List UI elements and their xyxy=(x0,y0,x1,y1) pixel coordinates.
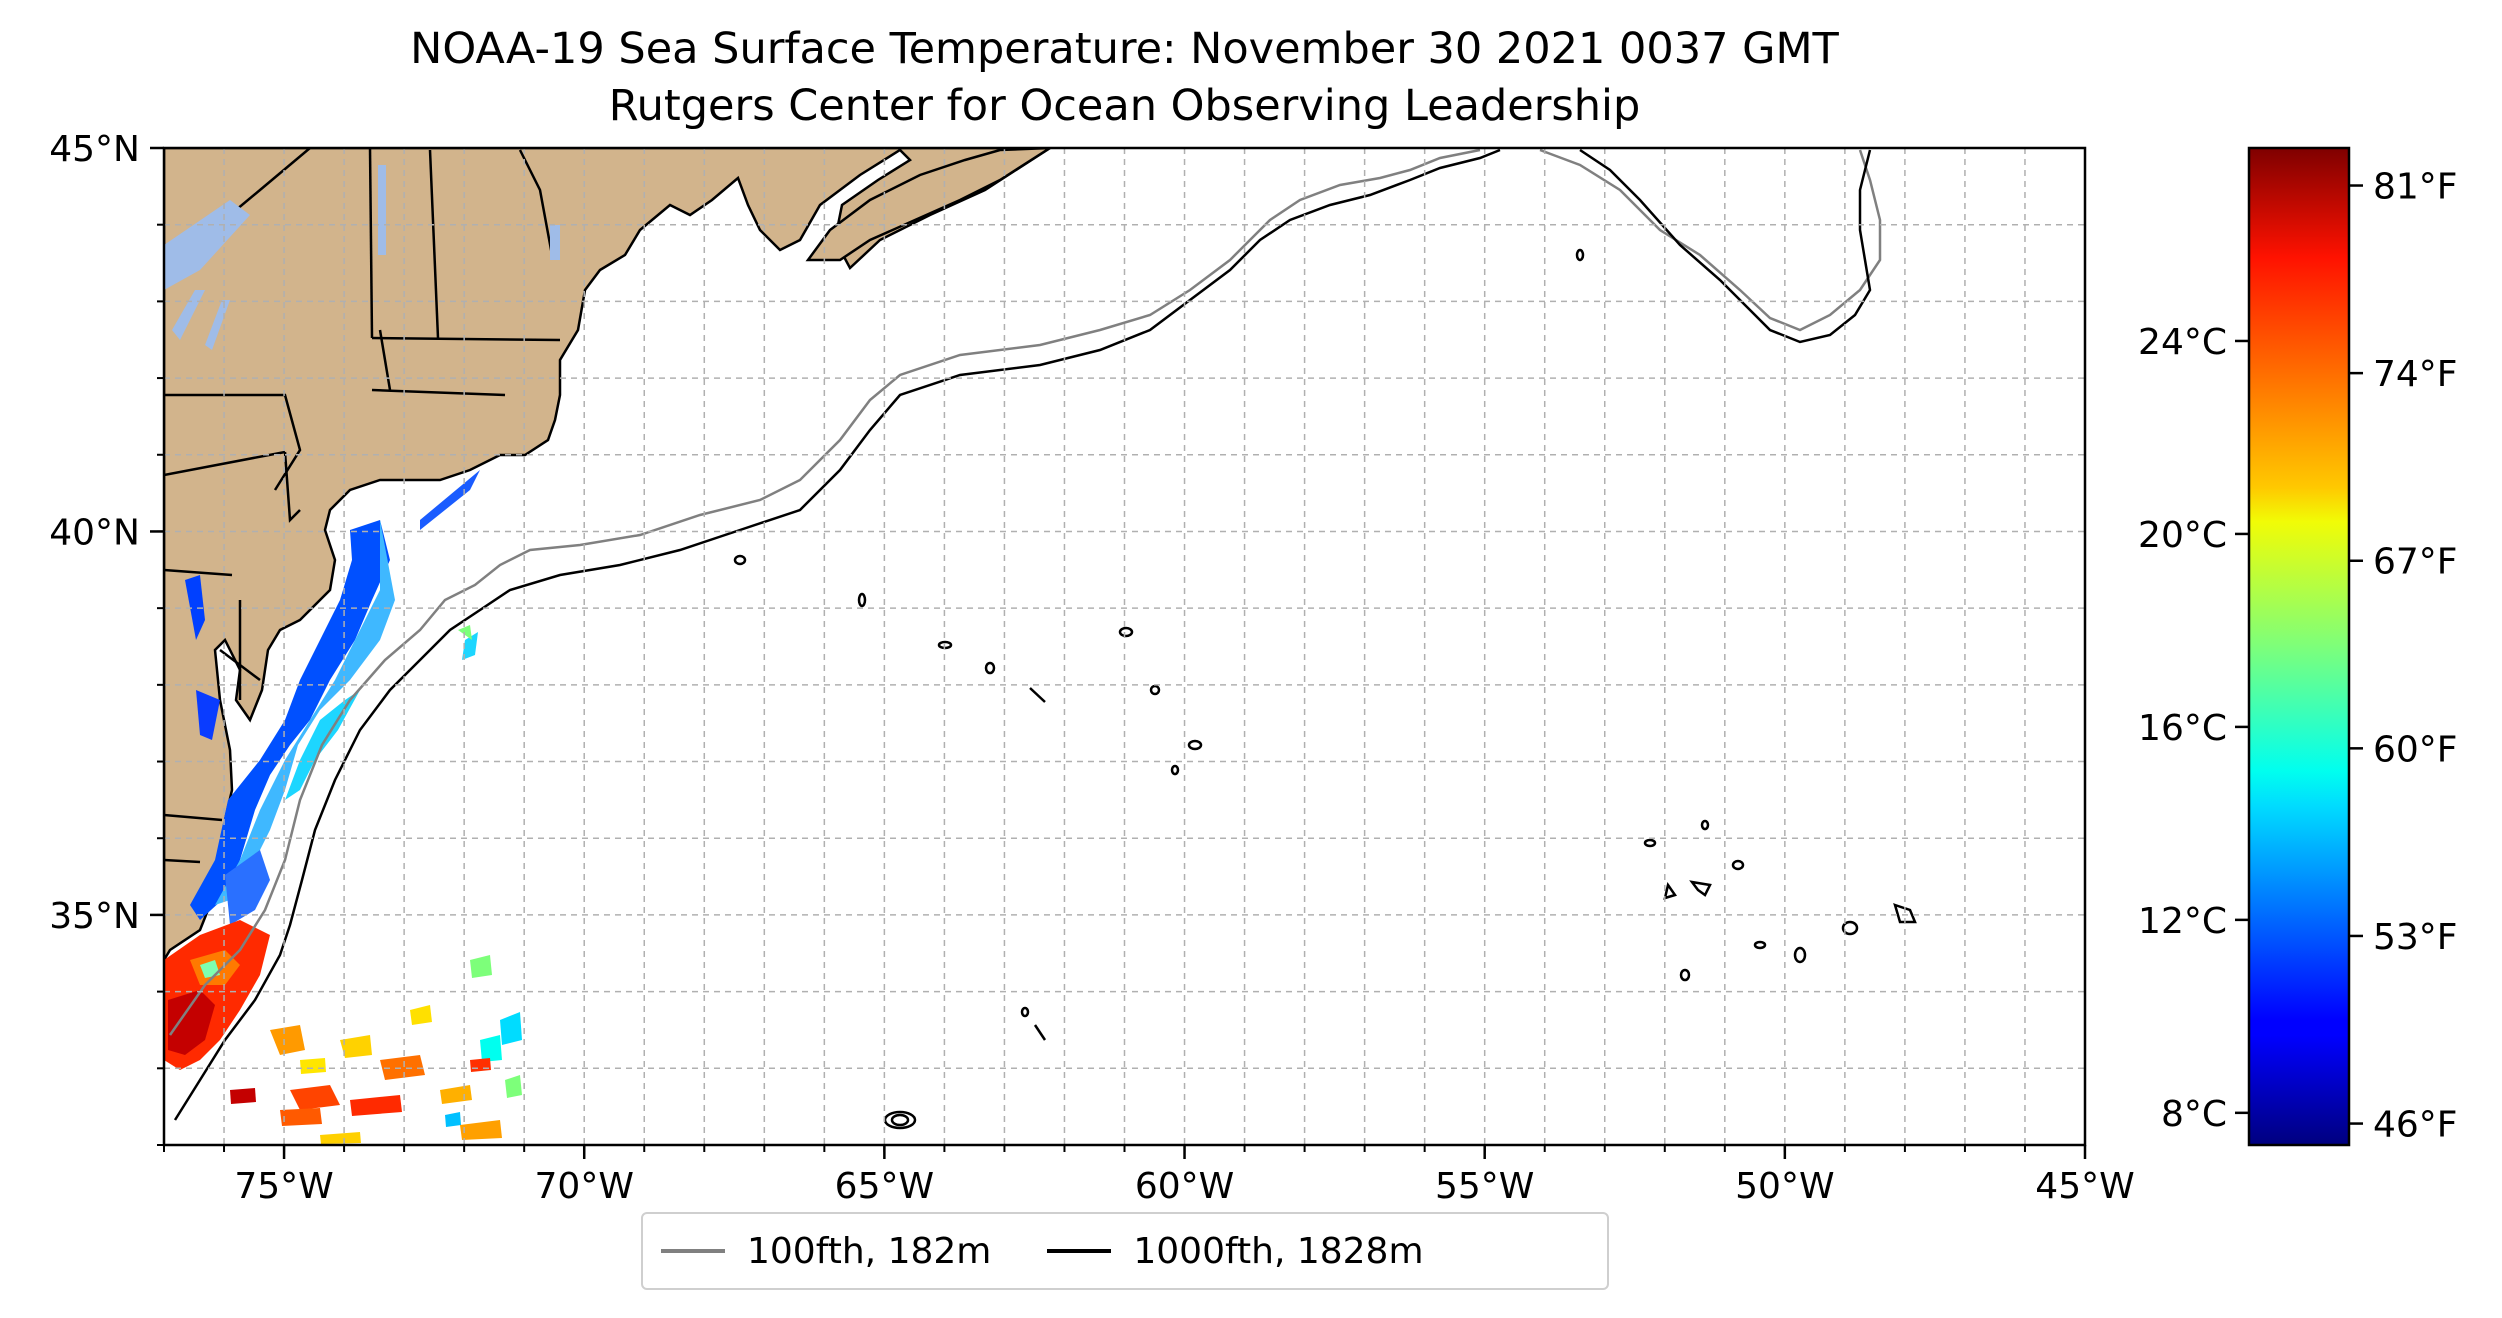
fahrenheit-tick-label: 53°F xyxy=(2373,917,2458,958)
map-axes: 75°W 70°W 65°W 60°W 55°W 50°W 45°W 45°N 40°N 35°N xyxy=(49,129,2134,1207)
gridlines xyxy=(164,148,2085,1145)
celsius-tick-label: 24°C xyxy=(2138,322,2227,363)
y-tick-label: 45°N xyxy=(49,129,140,170)
seamounts xyxy=(733,248,1917,1130)
colorbar-ticks: 24°C 20°C 16°C 12°C 8°C 81°F 74°F 67°F 60°F 53°F 4… xyxy=(2138,167,2457,1146)
fahrenheit-tick-label: 67°F xyxy=(2373,542,2458,583)
celsius-tick-label: 8°C xyxy=(2161,1094,2227,1135)
sst-data-gulfstream xyxy=(230,955,522,1144)
fahrenheit-tick-label: 74°F xyxy=(2373,354,2458,395)
fahrenheit-tick-label: 81°F xyxy=(2373,167,2458,208)
land-mass xyxy=(164,148,1053,963)
legend-swatch-100fth xyxy=(661,1249,725,1253)
celsius-tick-label: 20°C xyxy=(2138,515,2227,556)
sst-data-coastal xyxy=(164,470,480,1070)
chart-title: NOAA-19 Sea Surface Temperature: Novembe… xyxy=(410,24,1839,74)
colorbar-gradient xyxy=(2247,146,2351,1147)
legend-label-100fth: 100fth, 182m xyxy=(747,1230,992,1272)
legend-swatch-1000fth xyxy=(1047,1249,1112,1253)
fahrenheit-tick-label: 46°F xyxy=(2373,1105,2458,1146)
fahrenheit-tick-label: 60°F xyxy=(2373,729,2458,770)
x-tick-label: 60°W xyxy=(1135,1166,1234,1207)
map-plot-area xyxy=(164,148,1917,1144)
chart-subtitle: Rutgers Center for Ocean Observing Leade… xyxy=(608,81,1641,131)
x-tick-label: 45°W xyxy=(2035,1166,2134,1207)
x-tick-label: 55°W xyxy=(1435,1166,1534,1207)
x-tick-label: 70°W xyxy=(535,1166,634,1207)
legend: 100fth, 182m 1000fth, 1828m xyxy=(641,1212,1609,1290)
legend-item-1000fth: 1000fth, 1828m xyxy=(1029,1230,1424,1272)
celsius-tick-label: 16°C xyxy=(2138,708,2227,749)
celsius-tick-label: 12°C xyxy=(2138,901,2227,942)
lakes xyxy=(164,165,560,350)
x-tick-label: 50°W xyxy=(1735,1166,1834,1207)
x-tick-label: 65°W xyxy=(835,1166,934,1207)
x-tick-label: 75°W xyxy=(234,1166,333,1207)
y-tick-label: 35°N xyxy=(49,896,140,937)
isobath-1000fth xyxy=(173,148,1872,1121)
legend-label-1000fth: 1000fth, 1828m xyxy=(1133,1230,1424,1272)
legend-item-100fth: 100fth, 182m xyxy=(643,1231,991,1272)
y-tick-label: 40°N xyxy=(49,512,140,553)
nova-scotia xyxy=(805,148,1053,262)
